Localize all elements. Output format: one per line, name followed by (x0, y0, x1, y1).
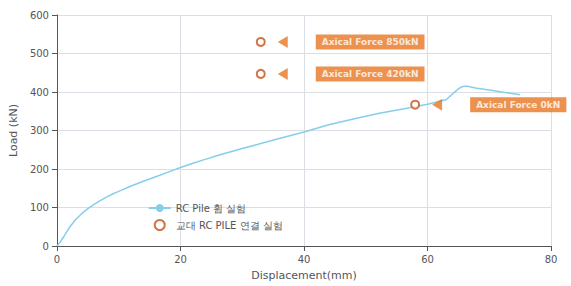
svg-text:600: 600 (30, 10, 49, 21)
svg-text:40: 40 (298, 254, 311, 265)
svg-text:60: 60 (421, 254, 434, 265)
svg-text:0: 0 (54, 254, 60, 265)
svg-text:100: 100 (30, 202, 49, 213)
svg-text:20: 20 (174, 254, 187, 265)
svg-text:Axical Force 850kN: Axical Force 850kN (322, 37, 419, 47)
svg-text:Axical Force 0kN: Axical Force 0kN (476, 100, 560, 110)
svg-text:0: 0 (43, 241, 49, 252)
svg-text:80: 80 (545, 254, 558, 265)
svg-text:500: 500 (30, 48, 49, 59)
svg-text:Displacement(mm): Displacement(mm) (251, 269, 357, 282)
svg-text:300: 300 (30, 125, 49, 136)
svg-text:400: 400 (30, 87, 49, 98)
svg-text:교대 RC PILE 연결 실험: 교대 RC PILE 연결 실험 (176, 220, 283, 231)
svg-text:Axical Force 420kN: Axical Force 420kN (322, 69, 419, 79)
svg-text:RC Pile 휨 실험: RC Pile 휨 실험 (176, 203, 247, 214)
svg-text:200: 200 (30, 164, 49, 175)
svg-text:Load (kN): Load (kN) (7, 104, 20, 157)
